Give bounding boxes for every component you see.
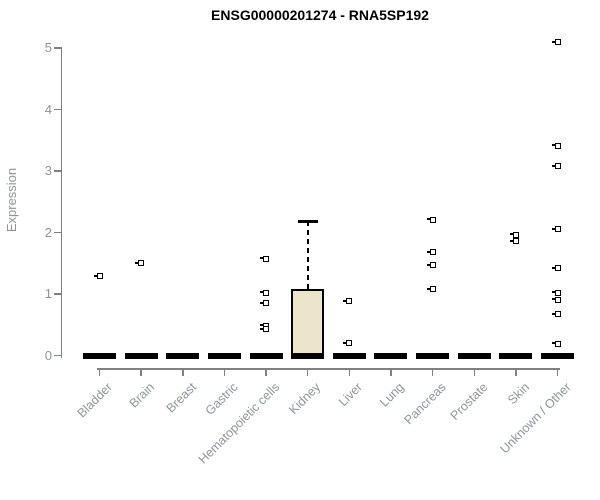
x-axis-tick bbox=[306, 368, 309, 376]
median-line bbox=[499, 352, 533, 359]
y-tick-label: 3 bbox=[44, 163, 52, 178]
median-line bbox=[83, 352, 116, 359]
outlier-point bbox=[551, 39, 561, 46]
outlier-point bbox=[426, 262, 436, 269]
x-axis-tick bbox=[182, 368, 184, 376]
outlier-point bbox=[260, 289, 270, 296]
median-line bbox=[416, 352, 450, 359]
outlier-point bbox=[551, 265, 561, 272]
outlier-point bbox=[551, 163, 561, 170]
x-tick-label: Breast bbox=[163, 380, 199, 416]
outlier-point bbox=[260, 326, 270, 333]
median-line bbox=[124, 352, 158, 359]
x-tick-label: Liver bbox=[336, 380, 366, 410]
x-axis-tick bbox=[431, 368, 434, 376]
outlier-point bbox=[551, 296, 561, 303]
outlier-point bbox=[135, 260, 145, 267]
outlier-point bbox=[93, 273, 103, 280]
y-axis-tick bbox=[54, 170, 61, 172]
outlier-point bbox=[343, 340, 353, 347]
x-tick-label: Kidney bbox=[286, 380, 324, 417]
x-axis-tick bbox=[223, 368, 226, 376]
x-axis-line bbox=[97, 368, 561, 370]
median-line bbox=[166, 352, 200, 359]
y-tick-label: 1 bbox=[44, 286, 52, 301]
median-line bbox=[374, 352, 408, 359]
outlier-point bbox=[343, 298, 353, 305]
y-axis-tick bbox=[54, 293, 61, 295]
y-tick-label: 0 bbox=[44, 347, 52, 363]
y-axis-tick bbox=[54, 108, 61, 111]
median-line bbox=[291, 352, 325, 359]
outlier-point bbox=[551, 142, 561, 149]
x-axis-tick bbox=[265, 368, 267, 376]
outlier-point bbox=[260, 255, 270, 262]
outlier-point bbox=[551, 289, 561, 296]
x-axis-tick bbox=[348, 368, 351, 376]
x-axis-tick bbox=[515, 368, 517, 376]
x-tick-label: Bladder bbox=[75, 380, 116, 421]
outlier-point bbox=[426, 286, 436, 293]
median-line bbox=[541, 352, 575, 359]
median-line bbox=[207, 352, 241, 359]
median-line bbox=[457, 352, 491, 359]
y-tick-label: 2 bbox=[44, 224, 52, 240]
outlier-point bbox=[509, 238, 519, 245]
box bbox=[291, 289, 325, 356]
chart-title: ENSG00000201274 - RNA5SP192 bbox=[211, 7, 429, 23]
y-axis-tick bbox=[54, 231, 61, 234]
outlier-point bbox=[551, 340, 561, 347]
y-tick-label: 4 bbox=[44, 101, 52, 117]
x-axis-tick bbox=[390, 368, 392, 376]
y-tick-label: 5 bbox=[44, 40, 52, 55]
outlier-point bbox=[509, 231, 519, 238]
x-axis-tick bbox=[473, 368, 475, 376]
x-tick-label: Pancreas bbox=[401, 380, 449, 428]
y-axis-tick bbox=[54, 354, 61, 357]
x-tick-label: Gastric bbox=[202, 380, 241, 418]
x-tick-label: Hematopoietic cells bbox=[195, 380, 282, 467]
whisker-line bbox=[306, 221, 309, 290]
x-tick-label: Unknown / Other bbox=[497, 380, 574, 457]
x-axis-tick bbox=[140, 368, 142, 376]
x-tick-label: Brain bbox=[126, 380, 158, 411]
x-tick-label: Prostate bbox=[447, 380, 491, 423]
x-tick-label: Lung bbox=[377, 380, 407, 410]
median-line bbox=[249, 352, 283, 359]
outlier-point bbox=[260, 300, 270, 307]
x-tick-label: Skin bbox=[504, 380, 532, 408]
x-axis-tick bbox=[556, 368, 559, 376]
median-line bbox=[332, 352, 366, 359]
outlier-point bbox=[426, 249, 436, 256]
y-axis-tick bbox=[54, 47, 61, 49]
y-axis-line bbox=[60, 47, 62, 358]
whisker-cap bbox=[297, 219, 318, 223]
x-axis-tick bbox=[98, 368, 101, 376]
outlier-point bbox=[551, 226, 561, 233]
outlier-point bbox=[426, 216, 436, 223]
outlier-point bbox=[551, 311, 561, 318]
